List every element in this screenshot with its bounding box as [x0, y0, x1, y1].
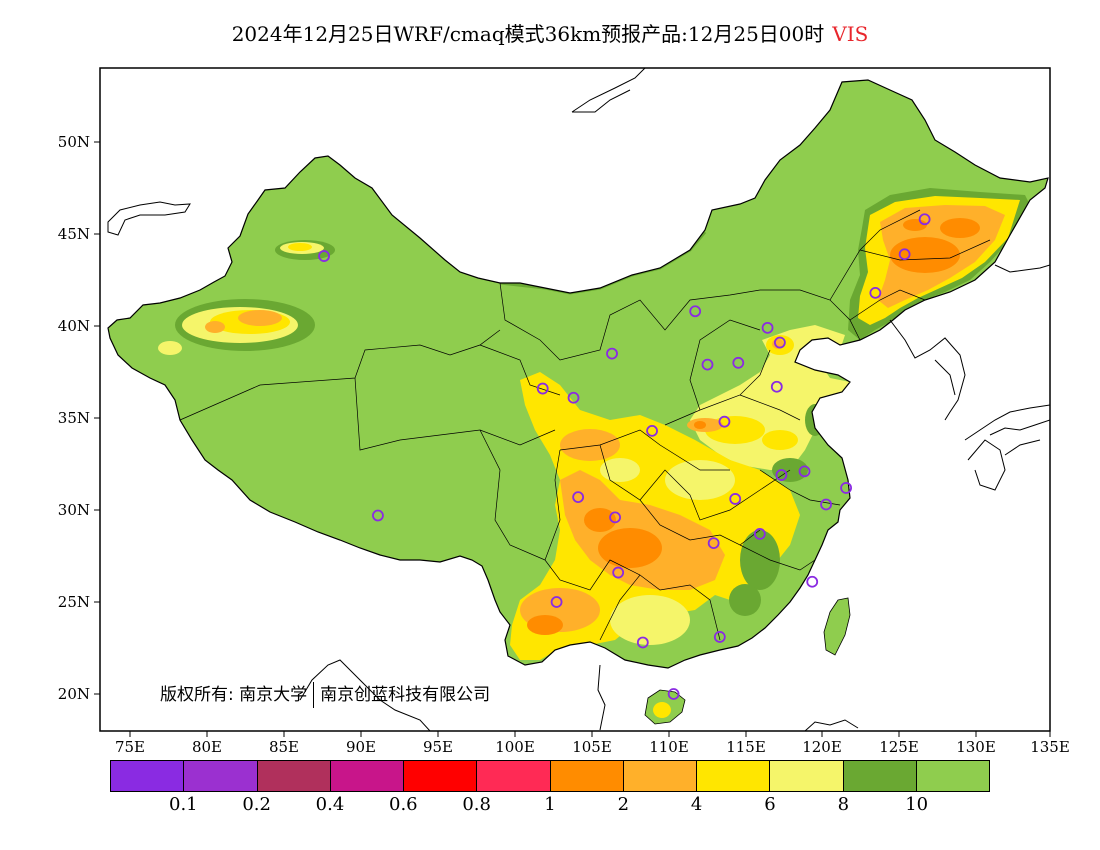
station-marker	[713, 631, 726, 643]
station-marker	[567, 391, 580, 404]
legend-swatch	[330, 761, 404, 791]
legend-label: 8	[837, 794, 850, 815]
station-marker	[775, 469, 788, 481]
lon-label: 95E	[423, 738, 453, 756]
legend-label: 6	[764, 794, 776, 815]
copyright-notice: 版权所有: 南京大学 南京创蓝科技有限公司	[160, 680, 490, 708]
station-marker	[707, 537, 720, 550]
legend-swatch	[184, 761, 258, 791]
lon-label: 85E	[269, 738, 299, 756]
station-marker	[753, 528, 766, 540]
legend-label: 10	[905, 794, 929, 815]
legend-swatch	[404, 761, 478, 791]
station-marker	[636, 636, 649, 649]
coastlines	[107, 68, 1050, 731]
legend-swatch	[623, 761, 697, 791]
station-marker	[372, 509, 384, 522]
legend-swatch	[477, 761, 551, 791]
lon-label: 105E	[572, 738, 612, 756]
lon-label: 90E	[346, 738, 376, 756]
station-marker	[612, 566, 625, 579]
lon-label: 100E	[495, 738, 535, 756]
station-marker	[646, 424, 658, 437]
station-marker	[701, 358, 714, 371]
station-marker	[770, 380, 783, 393]
station-marker	[572, 491, 585, 504]
lon-label: 120E	[802, 738, 842, 756]
copyright-org2: 南京创蓝科技有限公司	[320, 685, 491, 705]
title-variable: VIS	[832, 22, 869, 46]
legend-swatch	[843, 761, 917, 791]
station-marker	[536, 382, 549, 395]
station-marker	[918, 213, 931, 226]
title-main: 2024年12月25日WRF/cmaq模式36km预报产品:12月25日00时	[231, 22, 825, 46]
lon-label: 125E	[879, 738, 919, 756]
station-marker	[606, 347, 618, 360]
copyright-prefix: 版权所有:	[160, 685, 234, 705]
lat-label: 40N	[58, 317, 90, 335]
station-marker	[732, 356, 745, 369]
color-legend	[110, 760, 990, 792]
station-marker	[840, 482, 852, 494]
copyright-separator	[313, 682, 315, 708]
lat-label: 20N	[58, 685, 90, 703]
station-marker	[550, 596, 563, 608]
lon-label: 130E	[956, 738, 996, 756]
legend-swatch	[111, 761, 185, 791]
station-markers	[318, 213, 931, 700]
legend-labels: 0.1 0.2 0.4 0.6 0.8 1 2 4 6 8 10	[0, 794, 1100, 818]
lat-label: 25N	[58, 593, 90, 611]
legend-label: 4	[690, 794, 703, 815]
legend-label: 1	[544, 794, 556, 815]
station-marker	[798, 465, 811, 478]
legend-label: 0.4	[315, 794, 345, 815]
lon-label: 135E	[1030, 738, 1070, 756]
station-marker	[609, 511, 621, 524]
province-boundaries	[179, 209, 991, 641]
station-marker	[869, 286, 882, 299]
station-marker	[898, 248, 911, 261]
legend-label: 2	[617, 794, 630, 815]
legend-label: 0.2	[242, 794, 271, 815]
station-marker	[820, 498, 832, 511]
station-marker	[718, 415, 731, 428]
map-title: 2024年12月25日WRF/cmaq模式36km预报产品:12月25日00时 V…	[0, 18, 1100, 47]
legend-label: 0.1	[169, 794, 198, 815]
station-marker	[318, 250, 330, 262]
station-marker	[667, 688, 680, 700]
legend-swatch	[697, 761, 771, 791]
lat-label: 45N	[58, 225, 90, 243]
lat-label: 35N	[58, 409, 90, 427]
lat-label: 30N	[58, 501, 90, 519]
map-axes: 75E 80E 85E 90E 95E 100E 105E 110E 115E 120E 125E 1…	[58, 133, 1070, 756]
station-marker	[761, 321, 774, 334]
copyright-org1: 南京大学	[239, 685, 308, 705]
lon-label: 80E	[192, 738, 222, 756]
lon-label: 75E	[115, 738, 145, 756]
station-marker	[689, 305, 702, 318]
lon-label: 115E	[726, 738, 766, 756]
legend-swatch	[770, 761, 844, 791]
station-marker	[806, 575, 819, 588]
legend-label: 0.6	[389, 794, 418, 815]
station-marker	[729, 493, 742, 505]
lon-label: 110E	[649, 738, 689, 756]
legend-swatch	[257, 761, 331, 791]
legend-swatch	[550, 761, 624, 791]
legend-label: 0.8	[462, 794, 491, 815]
lat-label: 50N	[58, 133, 90, 151]
station-marker	[773, 336, 786, 349]
china-border	[107, 79, 1049, 669]
legend-swatch	[916, 761, 989, 791]
